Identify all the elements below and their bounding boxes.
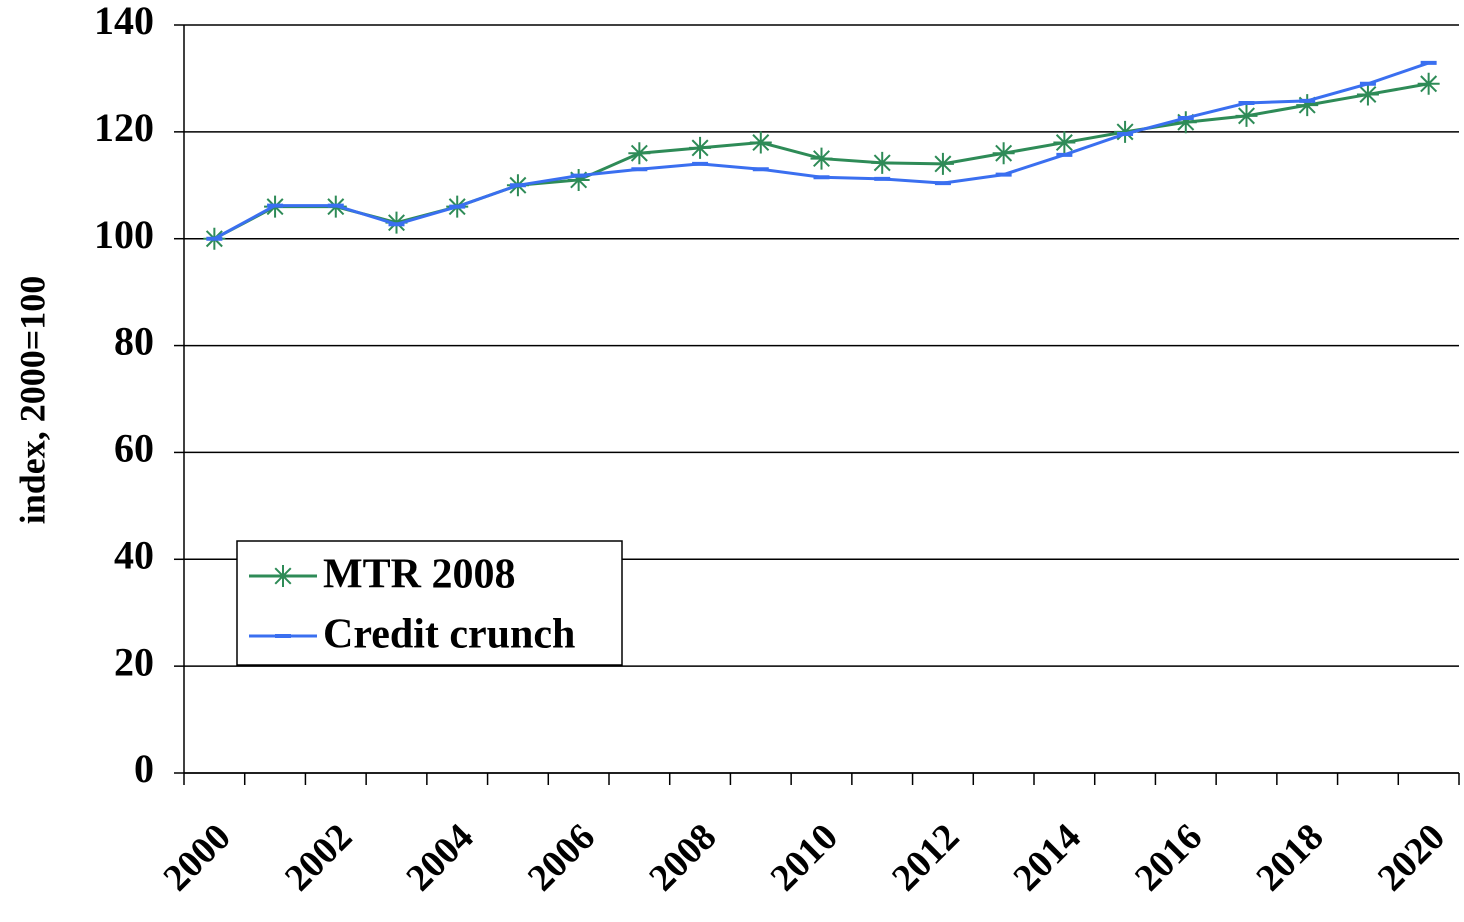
legend-box	[236, 540, 623, 666]
x-tick-label: 2012	[884, 816, 967, 899]
x-tick-label: 2004	[398, 816, 481, 899]
marker	[1235, 104, 1258, 127]
x-tick-label: 2016	[1127, 816, 1210, 899]
marker	[689, 136, 712, 159]
marker	[931, 152, 954, 175]
x-tick-label: 2014	[1005, 816, 1088, 899]
marker	[1174, 111, 1197, 134]
y-tick-label: 0	[134, 746, 154, 791]
y-tick-label: 80	[114, 319, 154, 364]
x-tick-label: 2008	[641, 816, 724, 899]
x-tick-label: 2002	[277, 816, 360, 899]
marker	[567, 168, 590, 191]
y-tick-label: 100	[94, 212, 154, 257]
marker	[272, 565, 294, 587]
y-tick-label: 60	[114, 426, 154, 471]
marker	[871, 151, 894, 174]
legend-label: Credit crunch	[323, 612, 575, 658]
x-tick-label: 2010	[763, 816, 846, 899]
x-tick-label: 2006	[520, 816, 603, 899]
marker	[1114, 120, 1137, 143]
x-tick-label: 2020	[1370, 816, 1453, 899]
y-tick-label: 40	[114, 532, 154, 577]
x-tick-label: 2000	[155, 816, 238, 899]
marker	[1417, 72, 1440, 95]
y-tick-label: 140	[94, 0, 154, 43]
legend: MTR 2008 Credit crunch	[236, 540, 623, 666]
marker	[992, 142, 1015, 165]
y-tick-label: 20	[114, 639, 154, 684]
marker	[1053, 131, 1076, 154]
marker	[810, 147, 833, 170]
marker	[1296, 94, 1319, 117]
marker	[628, 142, 651, 165]
x-tick-label: 2018	[1248, 816, 1331, 899]
y-axis-label: index, 2000=100	[12, 276, 52, 525]
marker	[1356, 83, 1379, 106]
y-tick-label: 120	[94, 105, 154, 150]
marker	[749, 131, 772, 154]
legend-label: MTR 2008	[323, 552, 516, 598]
